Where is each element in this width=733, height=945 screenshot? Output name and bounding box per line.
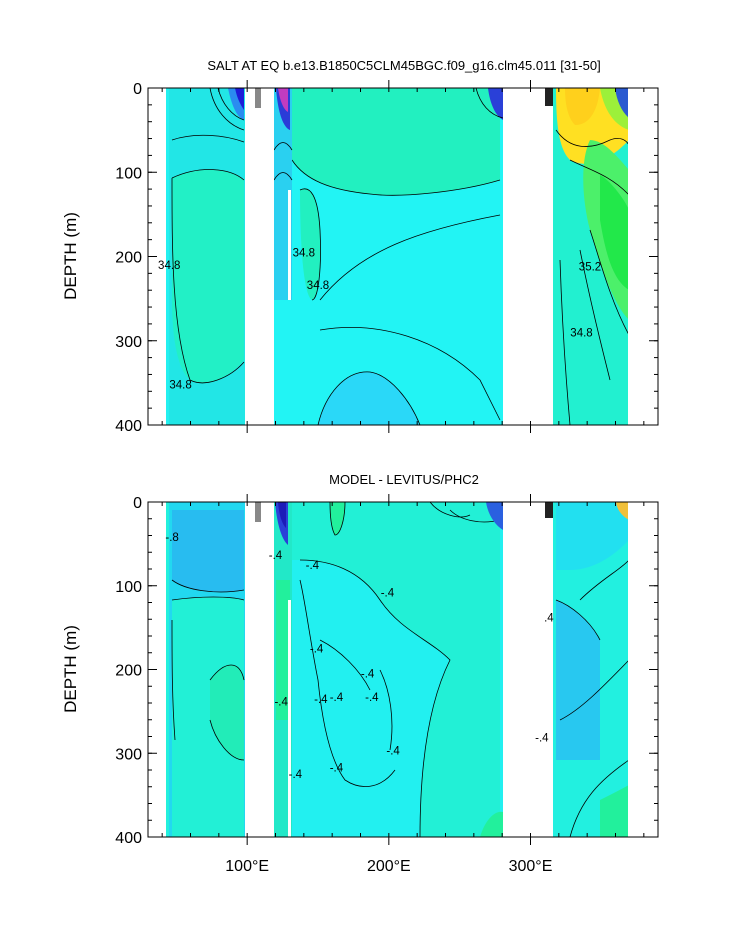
- bottom-contour-label: -.4: [535, 732, 549, 744]
- bottom-contour-label: -.4: [381, 587, 395, 599]
- bottom-contour-label: -.4: [330, 762, 344, 774]
- top-contour-label: 35.2: [579, 262, 601, 274]
- bottom-y-tick-label: 200: [115, 663, 142, 680]
- top-y-tick-label: 400: [115, 418, 142, 435]
- bottom-contour-label: -.4: [310, 644, 324, 656]
- bottom-panel-title: MODEL - LEVITUS/PHC2: [329, 472, 479, 487]
- bottom-contour-labels: -.8-.4-.4-.4-.4-.4-.4 -.4 -.4 -.4-.4-.4-.4.…: [165, 532, 554, 781]
- top-land-masks: [245, 88, 658, 425]
- top-y-tick-label: 200: [115, 250, 142, 267]
- top-axes: 0 100 200 300 400: [115, 80, 658, 435]
- bottom-y-tick-label: 0: [133, 495, 142, 512]
- bottom-contour-label: -.8: [165, 532, 178, 544]
- bottom-panel: MODEL - LEVITUS/PHC2: [61, 472, 659, 875]
- top-contour-label: 34.8: [169, 380, 191, 392]
- bottom-x-tick-label: 200°E: [367, 858, 411, 875]
- top-y-axis-label: DEPTH (m): [61, 212, 80, 300]
- bottom-field: [166, 502, 628, 837]
- bottom-y-tick-label: 100: [115, 579, 142, 596]
- bottom-contour-label: -.4: [269, 550, 283, 562]
- bottom-contour-label: -.4: [361, 669, 375, 681]
- top-y-tick-label: 300: [115, 334, 142, 351]
- top-contour-labels: 34.8 34.8 34.8 34.8 35.2 34.8: [158, 247, 601, 391]
- bottom-x-tick-label: 100°E: [225, 858, 269, 875]
- bottom-contour-label: -.4: [365, 692, 379, 704]
- top-contour-label: 34.8: [307, 280, 329, 292]
- top-panel-title: SALT AT EQ b.e13.B1850C5CLM45BGC.f09_g16…: [207, 58, 600, 73]
- top-contour-label: 34.8: [158, 260, 180, 272]
- bottom-contour-label: .4: [544, 613, 554, 625]
- top-y-tick-label: 0: [133, 81, 142, 98]
- top-field: [166, 88, 628, 425]
- bottom-contour-label: -.4: [306, 560, 320, 572]
- bottom-contour-label: -.4: [289, 769, 303, 781]
- bottom-contour-label: -.4: [314, 694, 328, 706]
- bottom-y-axis-label: DEPTH (m): [61, 625, 80, 713]
- bottom-land-masks: [245, 502, 658, 837]
- top-panel: SALT AT EQ b.e13.B1850C5CLM45BGC.f09_g16…: [61, 58, 659, 435]
- top-contour-label: 34.8: [570, 327, 592, 339]
- bottom-contour-label: -.4: [274, 696, 288, 708]
- bottom-axes: 100°E 200°E 300°E 0 100 200 300 400: [115, 494, 658, 875]
- bottom-y-tick-label: 400: [115, 830, 142, 847]
- top-y-tick-label: 100: [115, 165, 142, 182]
- bottom-x-tick-label: 300°E: [509, 858, 553, 875]
- bottom-contour-label: -.4: [330, 692, 344, 704]
- bottom-y-tick-label: 300: [115, 746, 142, 763]
- bottom-contour-label: -.4: [386, 746, 400, 758]
- top-contour-label: 34.8: [293, 247, 315, 259]
